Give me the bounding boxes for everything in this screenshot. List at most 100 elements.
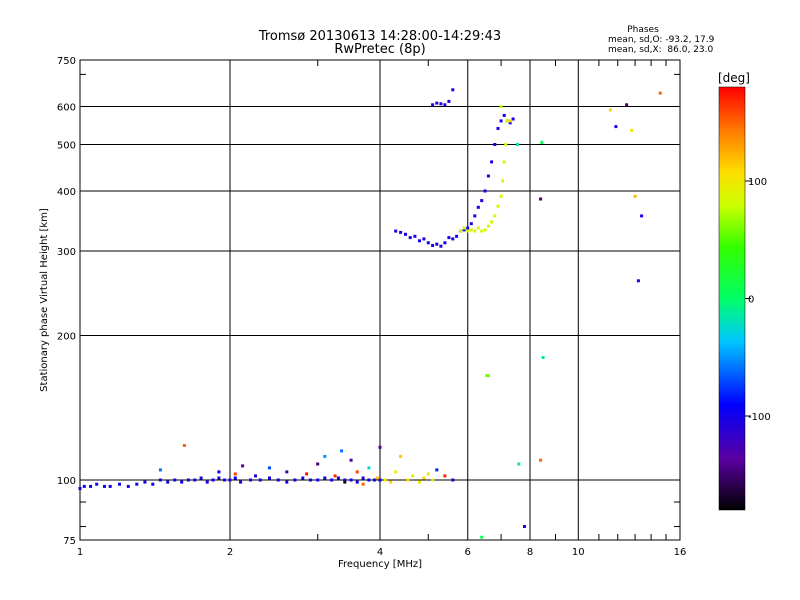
data-point [486, 374, 490, 378]
data-point [499, 105, 503, 108]
data-point [336, 476, 340, 480]
data-point [466, 229, 470, 233]
data-point [233, 476, 237, 480]
y-tick-label: 200 [57, 332, 76, 343]
data-point [404, 232, 407, 236]
data-point [151, 482, 155, 486]
data-point [431, 103, 435, 107]
data-point [361, 482, 365, 486]
data-point [193, 478, 197, 482]
data-point [511, 117, 515, 121]
data-point [333, 474, 337, 478]
data-point [217, 470, 221, 474]
data-point [89, 484, 93, 488]
data-point [126, 484, 130, 488]
data-point [469, 222, 473, 226]
data-point [539, 458, 543, 462]
data-point [308, 478, 312, 482]
data-point [233, 472, 237, 476]
data-point [493, 143, 497, 146]
data-point [451, 88, 455, 92]
data-point [408, 236, 412, 240]
data-point [340, 449, 344, 453]
data-point [82, 484, 86, 488]
data-point [625, 103, 629, 107]
data-point [499, 119, 503, 123]
data-point [614, 125, 618, 129]
data-point [268, 476, 271, 480]
data-point [541, 356, 545, 359]
data-points [78, 88, 662, 539]
data-point [293, 478, 297, 482]
data-point [490, 160, 494, 164]
x-tick-label: 4 [377, 547, 383, 558]
data-point [505, 119, 509, 123]
data-point [406, 478, 410, 482]
x-tick-label: 10 [572, 547, 585, 558]
data-point [447, 236, 451, 240]
data-point [268, 466, 271, 470]
data-point [258, 478, 262, 482]
data-point [483, 189, 487, 193]
data-point [217, 476, 221, 480]
colorbar-ticks: 100 0 -100 [745, 177, 771, 423]
x-tick-label: 16 [674, 547, 687, 558]
data-point [418, 480, 421, 484]
data-point [426, 241, 430, 245]
data-point [476, 205, 480, 209]
data-point [496, 204, 500, 208]
data-point [103, 484, 106, 488]
data-point [501, 179, 505, 183]
data-point [431, 478, 435, 482]
data-point [373, 478, 376, 482]
data-point [502, 160, 506, 164]
data-point [323, 454, 327, 458]
data-point [330, 478, 334, 482]
y-axis-label: Stationary phase Virtual Height [km] [39, 208, 50, 392]
data-point [399, 454, 403, 458]
data-point [443, 474, 447, 478]
data-point [316, 478, 320, 482]
data-point [540, 140, 544, 144]
data-point [367, 466, 371, 470]
colorbar-tick-label: -100 [748, 412, 771, 423]
data-point [431, 244, 435, 247]
x-axis-label: Frequency [MHz] [338, 559, 422, 570]
data-point [490, 220, 494, 224]
data-point [486, 224, 490, 228]
data-point [241, 464, 245, 468]
data-point [95, 482, 99, 486]
data-point [316, 462, 320, 466]
data-point [451, 478, 455, 482]
x-tick-label: 6 [465, 547, 471, 558]
y-tick-label: 600 [57, 103, 76, 114]
data-point [523, 525, 526, 528]
data-point [399, 230, 403, 234]
data-point [502, 113, 506, 117]
data-point [496, 127, 500, 130]
data-point [633, 194, 637, 198]
data-point [383, 478, 387, 482]
data-point [135, 482, 139, 486]
data-point [211, 478, 215, 482]
data-point [205, 480, 209, 484]
data-point [422, 476, 426, 480]
grid-layer [80, 60, 680, 540]
data-point [473, 214, 477, 218]
data-point [285, 470, 289, 474]
data-point [378, 445, 382, 449]
data-point [517, 462, 521, 466]
data-point [182, 444, 186, 447]
data-point [480, 535, 484, 539]
y-tick-label: 500 [57, 141, 76, 152]
data-point [276, 478, 280, 482]
data-point [389, 480, 393, 484]
data-point [476, 226, 480, 230]
data-point [349, 478, 353, 482]
data-point [186, 478, 190, 482]
data-point [355, 470, 359, 474]
data-point [158, 468, 162, 472]
chart-title: Tromsø 20130613 14:28:00-14:29:43 [258, 29, 501, 44]
data-point [166, 480, 170, 484]
data-point [658, 91, 662, 95]
